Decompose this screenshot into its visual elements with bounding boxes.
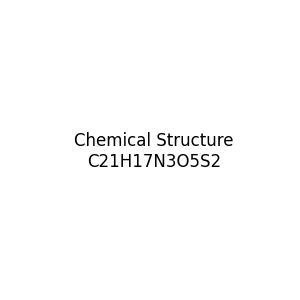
Text: Chemical Structure
C21H17N3O5S2: Chemical Structure C21H17N3O5S2	[74, 132, 233, 171]
